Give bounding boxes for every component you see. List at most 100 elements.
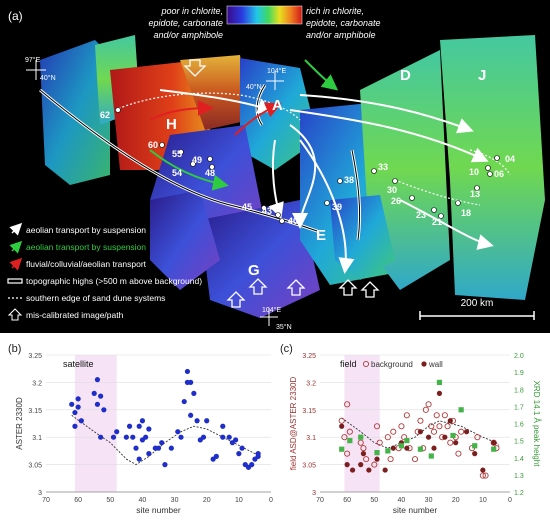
site-label: 62 bbox=[100, 110, 110, 120]
site-markers bbox=[115, 107, 500, 224]
x-tick-label: 40 bbox=[139, 497, 147, 504]
x-tick-label: 60 bbox=[74, 497, 82, 504]
data-point bbox=[360, 451, 367, 457]
data-point bbox=[458, 407, 464, 413]
data-point bbox=[344, 401, 351, 408]
data-point bbox=[436, 379, 443, 385]
x-tick-label: 10 bbox=[479, 497, 487, 504]
data-point bbox=[347, 438, 353, 444]
data-point bbox=[490, 439, 497, 446]
data-point bbox=[91, 390, 97, 396]
y-axis-label: ASTER 2330D bbox=[15, 397, 24, 450]
legend-green-arrow-label: aeolian transport by suspension bbox=[26, 242, 146, 252]
data-point bbox=[72, 423, 78, 429]
data-point bbox=[344, 462, 350, 468]
scale-bar-label: 200 km bbox=[461, 298, 494, 309]
scale-bar: 200 km bbox=[419, 298, 535, 320]
y2-tick-label: 1.9 bbox=[514, 370, 524, 377]
data-point bbox=[358, 434, 364, 440]
data-point bbox=[390, 445, 396, 451]
data-point bbox=[384, 434, 391, 441]
site-label: 60 bbox=[148, 140, 158, 150]
y-axis-label: field ASD@ASTER 2330D bbox=[289, 377, 298, 471]
data-point bbox=[344, 450, 351, 457]
data-point bbox=[200, 434, 207, 440]
y-tick-label: 3.05 bbox=[28, 463, 42, 470]
coordinate-markers bbox=[26, 60, 284, 326]
legend-miscal-label: mis-calibrated image/path bbox=[26, 310, 124, 320]
x-tick-label: 30 bbox=[171, 497, 179, 504]
data-point bbox=[168, 445, 174, 451]
colorbar-gradient bbox=[226, 5, 303, 25]
data-point bbox=[339, 423, 345, 429]
chart-annotation: satellite bbox=[63, 359, 94, 369]
data-point bbox=[363, 456, 370, 463]
data-point bbox=[94, 401, 101, 407]
legend-white-arrow-label: aeolian transport by suspension bbox=[26, 225, 146, 235]
y-tick-label: 3.25 bbox=[302, 353, 316, 360]
y2-tick-label: 1.4 bbox=[514, 456, 524, 463]
data-point bbox=[339, 446, 345, 452]
site-label: 26 bbox=[391, 196, 401, 206]
miscalibrated-arrows bbox=[183, 59, 380, 308]
legend-marker-background bbox=[362, 360, 370, 368]
data-point bbox=[366, 467, 372, 473]
trend-line bbox=[341, 417, 500, 449]
data-point bbox=[72, 409, 78, 416]
data-point bbox=[417, 417, 424, 424]
y-tick-label: 3.2 bbox=[32, 380, 42, 387]
data-point bbox=[442, 434, 448, 440]
data-point bbox=[178, 434, 184, 440]
data-point bbox=[357, 439, 364, 446]
data-point bbox=[390, 428, 397, 435]
site-label: 04 bbox=[505, 154, 515, 164]
legend-dune-edge-label: southern edge of sand dune systems bbox=[26, 293, 165, 303]
data-point bbox=[101, 407, 107, 413]
data-point bbox=[155, 445, 162, 451]
miscal-arrow-g1 bbox=[226, 291, 246, 308]
data-point bbox=[398, 423, 405, 430]
data-point bbox=[404, 438, 410, 444]
data-point bbox=[136, 423, 142, 429]
data-point bbox=[236, 451, 242, 457]
data-point bbox=[338, 417, 345, 424]
data-point bbox=[472, 451, 478, 457]
data-point bbox=[98, 393, 104, 399]
data-point bbox=[233, 437, 239, 443]
y2-tick-label: 1.8 bbox=[514, 387, 524, 394]
x-axis-label: site number bbox=[393, 505, 438, 515]
x-tick-label: 50 bbox=[106, 497, 114, 504]
data-point bbox=[139, 418, 146, 424]
x-tick-label: 70 bbox=[316, 497, 324, 504]
y2-tick-label: 1.6 bbox=[514, 422, 524, 429]
y-tick-label: 3.1 bbox=[306, 435, 316, 442]
data-point bbox=[136, 456, 142, 462]
data-point bbox=[491, 440, 497, 446]
data-point bbox=[110, 434, 117, 440]
data-point bbox=[430, 428, 438, 435]
legend-label-background: background bbox=[371, 360, 413, 369]
data-point bbox=[436, 390, 443, 396]
miscal-arrow-g2 bbox=[248, 278, 268, 295]
x-tick-label: 50 bbox=[370, 497, 378, 504]
site-label: 38 bbox=[344, 175, 354, 185]
x-tick-label: 40 bbox=[398, 497, 406, 504]
colorbar: poor in chlorite, epidote, carbonate and… bbox=[148, 5, 381, 40]
site-label: 33 bbox=[378, 162, 388, 172]
data-point bbox=[162, 462, 168, 468]
region-label-a: A bbox=[272, 97, 283, 114]
data-point bbox=[220, 423, 226, 429]
data-point bbox=[75, 396, 81, 402]
legend-red-arrow-label: fluvial/colluvial/aeolian transport bbox=[26, 259, 147, 269]
y-tick-label: 3.05 bbox=[302, 463, 316, 470]
highlight-band bbox=[74, 355, 117, 492]
x-tick-label: 20 bbox=[452, 497, 460, 504]
y2-tick-label: 1.2 bbox=[514, 490, 524, 497]
data-point bbox=[130, 434, 136, 440]
data-point bbox=[133, 445, 139, 451]
site-label: 48 bbox=[205, 168, 215, 178]
data-point bbox=[94, 377, 101, 383]
bottom-lat-label: 35°N bbox=[276, 323, 292, 331]
site-label: 43 bbox=[262, 206, 272, 216]
data-point bbox=[447, 418, 453, 424]
